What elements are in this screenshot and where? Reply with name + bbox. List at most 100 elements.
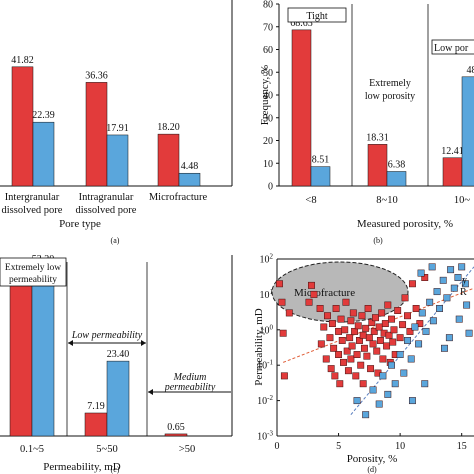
d-point-red	[341, 326, 349, 334]
b-annotation: Tight	[306, 11, 328, 22]
c-arrow-head	[141, 340, 146, 346]
d-point-red	[385, 331, 393, 339]
b-bar-blue-1	[386, 171, 407, 187]
a-data-label: 41.82	[11, 55, 34, 66]
d-annotation: R	[460, 287, 467, 298]
d-point-red	[349, 309, 357, 317]
d-point-red	[421, 274, 429, 281]
b-data-label: 68.63	[290, 18, 313, 29]
c-category-label: 0.1~5	[20, 444, 44, 455]
c-bar-red-2	[164, 433, 188, 437]
d-point-red	[388, 315, 395, 323]
b-bar-red-2	[442, 157, 463, 187]
d-point-red	[342, 298, 350, 306]
d-point-red	[373, 347, 381, 355]
c-annotation: permeability	[164, 382, 216, 393]
d-y-tick-label: 102	[260, 253, 274, 266]
d-point-blue	[396, 351, 404, 358]
d-point-blue	[436, 305, 443, 312]
b-y-tick-label: 10	[263, 159, 273, 170]
d-y-tick-label: 100	[260, 323, 274, 336]
d-point-red	[279, 329, 287, 337]
d-point-red	[280, 372, 288, 380]
d-point-blue	[422, 327, 430, 335]
d-point-red	[316, 305, 324, 312]
b-annotation-box	[287, 7, 347, 23]
d-point-red	[357, 361, 365, 369]
d-annotation: Microfracture	[294, 287, 355, 299]
b-annotation: Extremely	[369, 78, 411, 89]
c-annotation: Extremely low	[5, 263, 61, 273]
c-bar-red-0	[9, 278, 33, 437]
d-point-red	[362, 324, 370, 332]
d-point-red	[324, 312, 331, 320]
a-data-label: 4.48	[181, 161, 199, 172]
b-panel-label: (b)	[373, 236, 383, 245]
a-category-label: dissolved pore	[2, 205, 63, 216]
d-point-red	[346, 334, 354, 342]
d-point-blue	[408, 397, 416, 405]
d-x-axis-title: Porosity, %	[347, 453, 398, 465]
d-point-blue	[375, 400, 383, 408]
d-point-red	[381, 320, 389, 328]
c-annotation: Low permeability	[71, 330, 143, 341]
d-point-red	[363, 352, 371, 360]
d-point-red	[364, 305, 372, 312]
d-point-blue	[421, 380, 429, 388]
a-data-label: 17.91	[106, 123, 129, 134]
d-point-blue	[429, 317, 437, 325]
a-category-label: dissolved pore	[76, 205, 137, 216]
d-point-red	[384, 301, 392, 309]
d-point-blue	[433, 288, 441, 296]
d-point-red	[354, 322, 362, 330]
d-point-red	[336, 380, 344, 388]
d-point-blue	[443, 294, 451, 302]
b-annotation: Low por	[434, 43, 469, 54]
b-y-tick-label: 20	[263, 136, 273, 147]
d-point-red	[276, 280, 283, 288]
a-bar-blue-2	[178, 172, 201, 187]
d-point-blue	[388, 361, 395, 369]
c-data-label: 0.65	[167, 422, 185, 433]
d-point-red	[359, 380, 367, 388]
b-y-tick-label: 70	[263, 22, 273, 33]
b-y-tick-label: 0	[268, 182, 273, 193]
a-category-label: Microfracture	[149, 192, 208, 203]
c-annotation-box	[0, 257, 67, 287]
b-data-label: 6.38	[388, 159, 406, 170]
a-data-label: 22.39	[32, 110, 55, 121]
d-point-red	[394, 307, 402, 314]
d-point-blue	[404, 337, 411, 344]
d-point-red	[338, 337, 346, 344]
d-point-blue	[384, 390, 392, 398]
d-point-red	[404, 312, 411, 320]
d-y-tick-label: 10-2	[257, 394, 273, 407]
d-annotation: y	[462, 275, 467, 286]
d-point-red	[412, 305, 420, 312]
d-point-red	[347, 355, 355, 363]
d-point-blue	[418, 309, 426, 317]
d-point-red	[310, 290, 318, 298]
c-x-axis-title: Permeability, mD	[43, 461, 121, 473]
d-point-red	[390, 326, 398, 334]
a-data-label: 18.20	[157, 122, 180, 133]
a-x-axis-title: Pore type	[59, 218, 101, 230]
d-point-blue	[426, 298, 434, 306]
d-point-blue	[465, 329, 473, 337]
d-y-tick-label: 10-3	[257, 430, 273, 443]
d-point-red	[327, 365, 335, 373]
c-arrow-head	[148, 389, 153, 395]
d-point-blue	[417, 269, 425, 277]
d-point-red	[367, 365, 375, 373]
b-data-label: 8.51	[312, 155, 330, 166]
a-bar-blue-1	[106, 134, 129, 187]
d-point-blue	[463, 301, 471, 309]
d-point-red	[285, 309, 293, 317]
d-point-red	[343, 347, 351, 355]
d-point-red	[353, 351, 361, 358]
a-data-label: 36.36	[85, 70, 108, 81]
b-data-label: 18.31	[366, 132, 389, 143]
d-y-tick-label: 101	[260, 288, 274, 301]
d-point-blue	[447, 266, 455, 274]
